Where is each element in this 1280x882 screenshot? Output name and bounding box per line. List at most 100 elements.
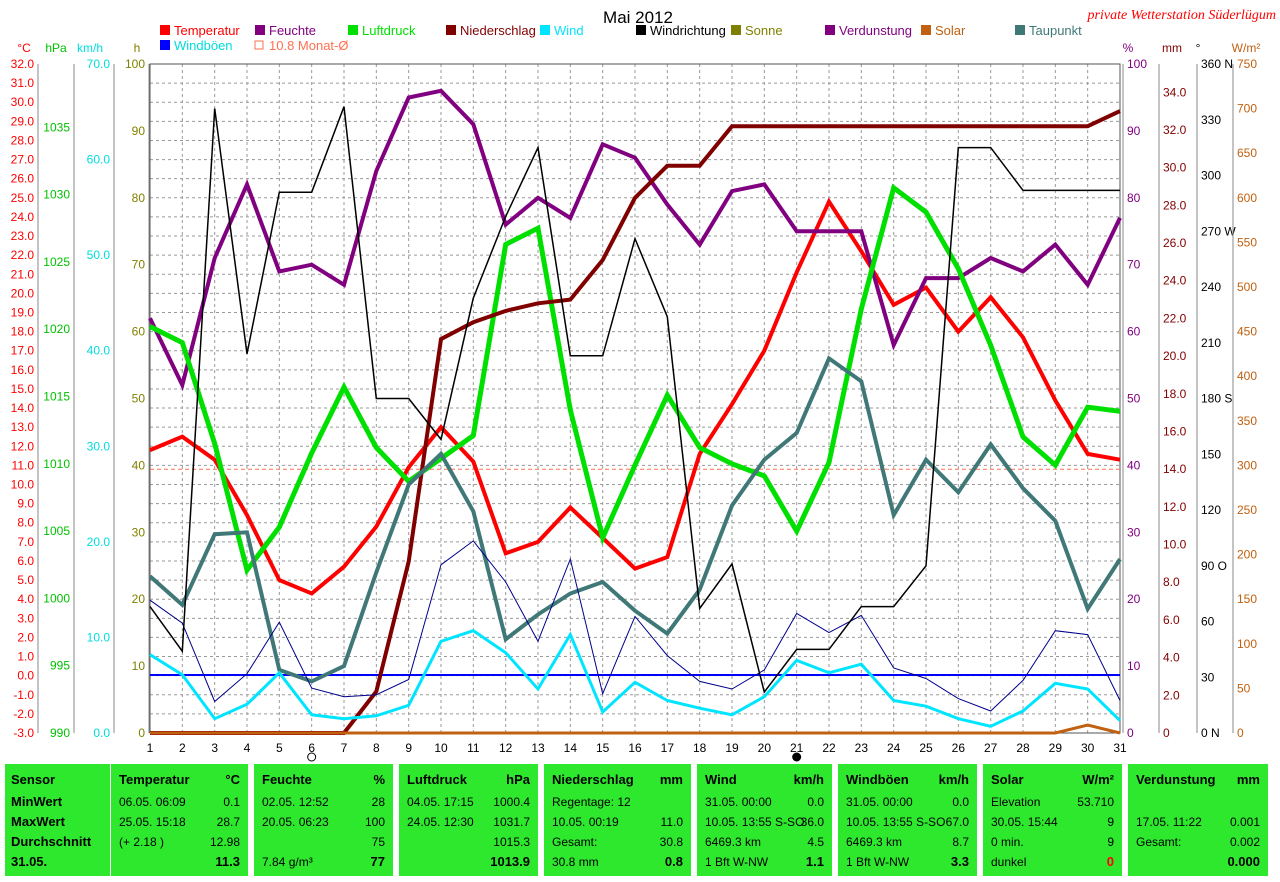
legend-swatch bbox=[1015, 25, 1025, 35]
sunshine-tick-label: 30 bbox=[132, 525, 146, 539]
wind-tick-label: 40.0 bbox=[87, 344, 111, 358]
temperature-tick-label: 28.0 bbox=[11, 133, 35, 147]
summary-cell-value: 1000.4 bbox=[493, 795, 530, 809]
solar-tick-label: 50 bbox=[1237, 681, 1251, 695]
direction-tick-label: 180 S bbox=[1201, 392, 1232, 406]
summary-cell-value: 8.7 bbox=[952, 835, 969, 849]
summary-cell-value: 3.3 bbox=[950, 854, 969, 869]
x-tick-label: 26 bbox=[952, 741, 966, 755]
precipitation-tick-label: 18.0 bbox=[1163, 387, 1187, 401]
weather-chart: Mai 2012 private Wetterstation Süderlügu… bbox=[11, 8, 1276, 762]
sunshine-axis-unit: h bbox=[134, 41, 141, 55]
legend-swatch bbox=[921, 25, 931, 35]
summary-cell-label: 6469.3 km bbox=[846, 835, 903, 849]
humidity-tick-label: 70 bbox=[1127, 258, 1141, 272]
summary-panel-verdunstung: Verdunstung mm 17.05. 11:22 0.001 Gesamt: 0.0… bbox=[1128, 764, 1268, 876]
summary-row-label: Sensor bbox=[11, 772, 56, 787]
series-line-windb-en bbox=[149, 540, 1121, 712]
summary-panel-unit: km/h bbox=[938, 772, 969, 787]
x-tick-label: 27 bbox=[984, 741, 998, 755]
pressure-tick-label: 1020 bbox=[43, 322, 70, 336]
summary-cell-value: 11.0 bbox=[660, 815, 683, 829]
legend-swatch bbox=[636, 25, 646, 35]
temperature-tick-label: 30.0 bbox=[11, 95, 35, 109]
x-tick-label: 25 bbox=[919, 741, 933, 755]
summary-cell-label: Gesamt: bbox=[552, 835, 598, 849]
legend-swatch bbox=[825, 25, 835, 35]
pressure-tick-label: 1005 bbox=[43, 524, 70, 538]
temperature-tick-label: 4.0 bbox=[17, 592, 34, 606]
station-name: private Wetterstation Süderlügum bbox=[1087, 8, 1276, 23]
x-tick-label: 15 bbox=[596, 741, 610, 755]
series-line-feuchte bbox=[148, 88, 1122, 391]
summary-panel-unit: hPa bbox=[506, 772, 530, 787]
legend-label: Taupunkt bbox=[1029, 23, 1082, 38]
summary-panel-wind: Wind km/h 31.05. 00:00 0.0 10.05. 13:55 S-SO… bbox=[697, 764, 832, 876]
humidity-tick-label: 30 bbox=[1127, 525, 1141, 539]
summary-cell-value: 53.710 bbox=[1077, 795, 1114, 809]
summary-panel-title: Wind bbox=[705, 772, 737, 787]
temperature-tick-label: 20.0 bbox=[11, 286, 35, 300]
direction-tick-label: 360 N bbox=[1201, 57, 1233, 71]
temperature-tick-label: 11.0 bbox=[12, 458, 35, 472]
direction-tick-label: 210 bbox=[1201, 336, 1221, 350]
legend-swatch bbox=[255, 25, 265, 35]
summary-cell-label: 30.05. 15:44 bbox=[991, 815, 1058, 829]
temperature-tick-label: 21.0 bbox=[11, 267, 35, 281]
summary-cell-label: 06.05. 06:09 bbox=[119, 795, 186, 809]
x-tick-label: 30 bbox=[1081, 741, 1095, 755]
summary-cell-value: 1013.9 bbox=[490, 854, 530, 869]
temperature-tick-label: 17.0 bbox=[11, 344, 35, 358]
humidity-tick-label: 40 bbox=[1127, 458, 1141, 472]
x-tick-label: 22 bbox=[822, 741, 836, 755]
x-tick-label: 28 bbox=[1016, 741, 1030, 755]
summary-cell-value: 11.3 bbox=[215, 854, 240, 869]
summary-row-label: Durchschnitt bbox=[11, 834, 92, 849]
summary-panel-title: Feuchte bbox=[262, 772, 312, 787]
x-tick-label: 6 bbox=[308, 741, 315, 755]
x-tick-label: 2 bbox=[179, 741, 186, 755]
temperature-tick-label: 32.0 bbox=[11, 57, 35, 71]
summary-cell-value: 0.0 bbox=[807, 795, 824, 809]
temperature-tick-label: 25.0 bbox=[11, 191, 35, 205]
x-tick-label: 3 bbox=[211, 741, 218, 755]
summary-cell-value: 0.001 bbox=[1229, 815, 1260, 829]
wind-tick-label: 60.0 bbox=[87, 153, 111, 167]
temperature-tick-label: 15.0 bbox=[11, 382, 35, 396]
direction-axis-unit: ° bbox=[1196, 41, 1201, 55]
temperature-tick-label: 22.0 bbox=[11, 248, 35, 262]
summary-cell-label: 10.05. 13:55 S-SO bbox=[705, 815, 805, 829]
summary-cell-label: Elevation bbox=[991, 795, 1041, 809]
temperature-tick-label: 5.0 bbox=[17, 573, 34, 587]
sunshine-tick-label: 50 bbox=[132, 392, 146, 406]
summary-panel-unit: W/m² bbox=[1082, 772, 1114, 787]
x-tick-label: 31 bbox=[1113, 741, 1127, 755]
solar-tick-label: 300 bbox=[1237, 458, 1257, 472]
precipitation-tick-label: 26.0 bbox=[1163, 236, 1187, 250]
humidity-tick-label: 0 bbox=[1127, 726, 1134, 740]
pressure-tick-label: 1010 bbox=[43, 457, 70, 471]
summary-row-label: MaxWert bbox=[11, 814, 65, 829]
summary-cell-value: 9 bbox=[1107, 835, 1114, 849]
summary-row-label: MinWert bbox=[11, 794, 63, 809]
x-tick-label: 23 bbox=[855, 741, 869, 755]
direction-tick-label: 90 O bbox=[1201, 559, 1227, 573]
temperature-tick-label: 26.0 bbox=[11, 172, 35, 186]
pressure-tick-label: 1025 bbox=[43, 255, 70, 269]
precipitation-tick-label: 10.0 bbox=[1163, 538, 1187, 552]
x-tick-label: 17 bbox=[661, 741, 675, 755]
solar-tick-label: 250 bbox=[1237, 503, 1257, 517]
temperature-tick-label: 2.0 bbox=[17, 630, 34, 644]
wind-tick-label: 70.0 bbox=[87, 57, 111, 71]
series-line-solar bbox=[150, 723, 1121, 735]
summary-panel-unit: °C bbox=[225, 772, 240, 787]
temperature-tick-label: 31.0 bbox=[11, 76, 35, 90]
solar-tick-label: 100 bbox=[1237, 637, 1257, 651]
sunshine-tick-label: 60 bbox=[132, 325, 146, 339]
pressure-tick-label: 1000 bbox=[43, 591, 70, 605]
x-tick-label: 29 bbox=[1049, 741, 1063, 755]
legend-label: Feuchte bbox=[269, 23, 316, 38]
summary-cell-value: 30.8 bbox=[659, 835, 683, 849]
summary-row-label: 31.05. bbox=[11, 854, 48, 869]
humidity-tick-label: 10 bbox=[1127, 659, 1141, 673]
